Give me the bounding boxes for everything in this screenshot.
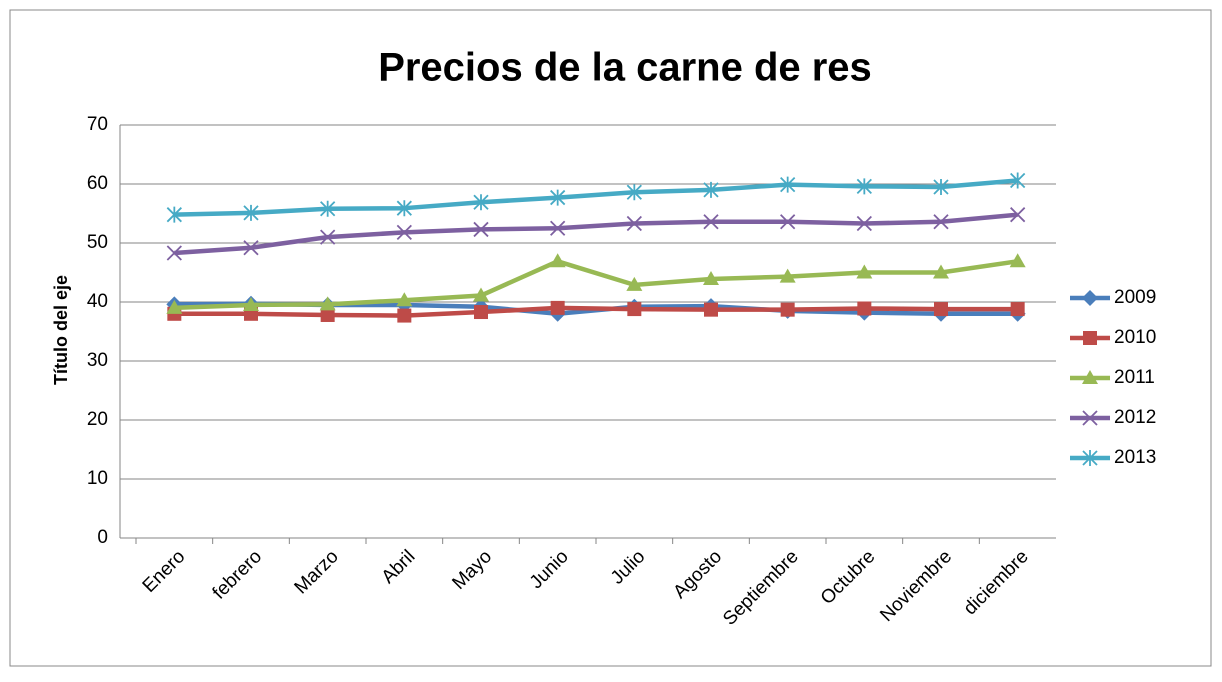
marker: [1010, 302, 1025, 317]
marker: [626, 276, 643, 291]
legend-label: 2011: [1114, 367, 1155, 388]
legend-marker: [1082, 450, 1098, 466]
marker: [934, 302, 948, 317]
marker: [856, 215, 872, 232]
marker: [397, 308, 412, 323]
marker: [626, 184, 642, 201]
y-tick-label: 10: [87, 468, 108, 489]
marker: [933, 214, 949, 230]
legend-label: 2013: [1114, 447, 1156, 468]
legend-marker: [1083, 331, 1097, 345]
marker: [780, 176, 796, 193]
marker: [243, 296, 259, 311]
marker: [320, 307, 335, 322]
legend-label: 2009: [1114, 287, 1156, 308]
legend-label: 2010: [1114, 327, 1156, 348]
marker: [1010, 172, 1026, 189]
legend-marker: [1082, 290, 1098, 306]
series-line: [174, 305, 1018, 318]
marker: [474, 305, 488, 320]
marker: [856, 178, 872, 195]
marker: [857, 301, 872, 316]
marker: [243, 204, 259, 221]
chart-title: Precios de la carne de res: [378, 46, 872, 90]
y-tick-label: 20: [87, 409, 108, 430]
legend-label: 2012: [1114, 407, 1156, 428]
marker: [166, 245, 182, 261]
marker: [550, 220, 566, 236]
marker: [780, 302, 795, 317]
marker: [166, 206, 182, 223]
marker: [780, 214, 796, 230]
marker: [243, 240, 259, 256]
marker: [627, 302, 642, 317]
y-tick-label: 70: [87, 114, 108, 135]
marker: [396, 200, 412, 217]
marker: [166, 299, 183, 314]
marker: [856, 264, 873, 279]
series-line: [174, 212, 1018, 256]
marker: [549, 253, 566, 268]
marker: [320, 200, 336, 217]
marker: [550, 189, 566, 206]
marker: [1010, 207, 1026, 223]
y-tick-label: 50: [87, 232, 108, 253]
series-line: [174, 178, 1018, 217]
marker: [396, 292, 413, 307]
marker: [319, 296, 336, 311]
marker: [396, 224, 412, 241]
legend-marker: [1082, 410, 1098, 426]
marker: [933, 178, 949, 195]
marker: [704, 302, 718, 317]
legend-marker: [1082, 370, 1098, 384]
chart-border: [9, 9, 1212, 667]
y-tick-label: 40: [87, 291, 108, 312]
marker: [1009, 253, 1026, 268]
y-tick-label: 30: [87, 350, 108, 371]
marker: [473, 194, 489, 211]
marker: [703, 214, 719, 230]
marker: [703, 181, 719, 198]
y-tick-label: 0: [97, 527, 108, 548]
marker: [779, 268, 796, 283]
marker: [473, 221, 489, 238]
marker: [626, 215, 642, 232]
series-line: [174, 259, 1018, 311]
marker: [320, 229, 336, 245]
marker: [933, 264, 949, 279]
marker: [473, 287, 489, 302]
y-tick-label: 60: [87, 173, 108, 194]
marker: [703, 270, 719, 285]
marker: [550, 300, 565, 315]
y-axis-title: Título del eje: [51, 275, 71, 385]
